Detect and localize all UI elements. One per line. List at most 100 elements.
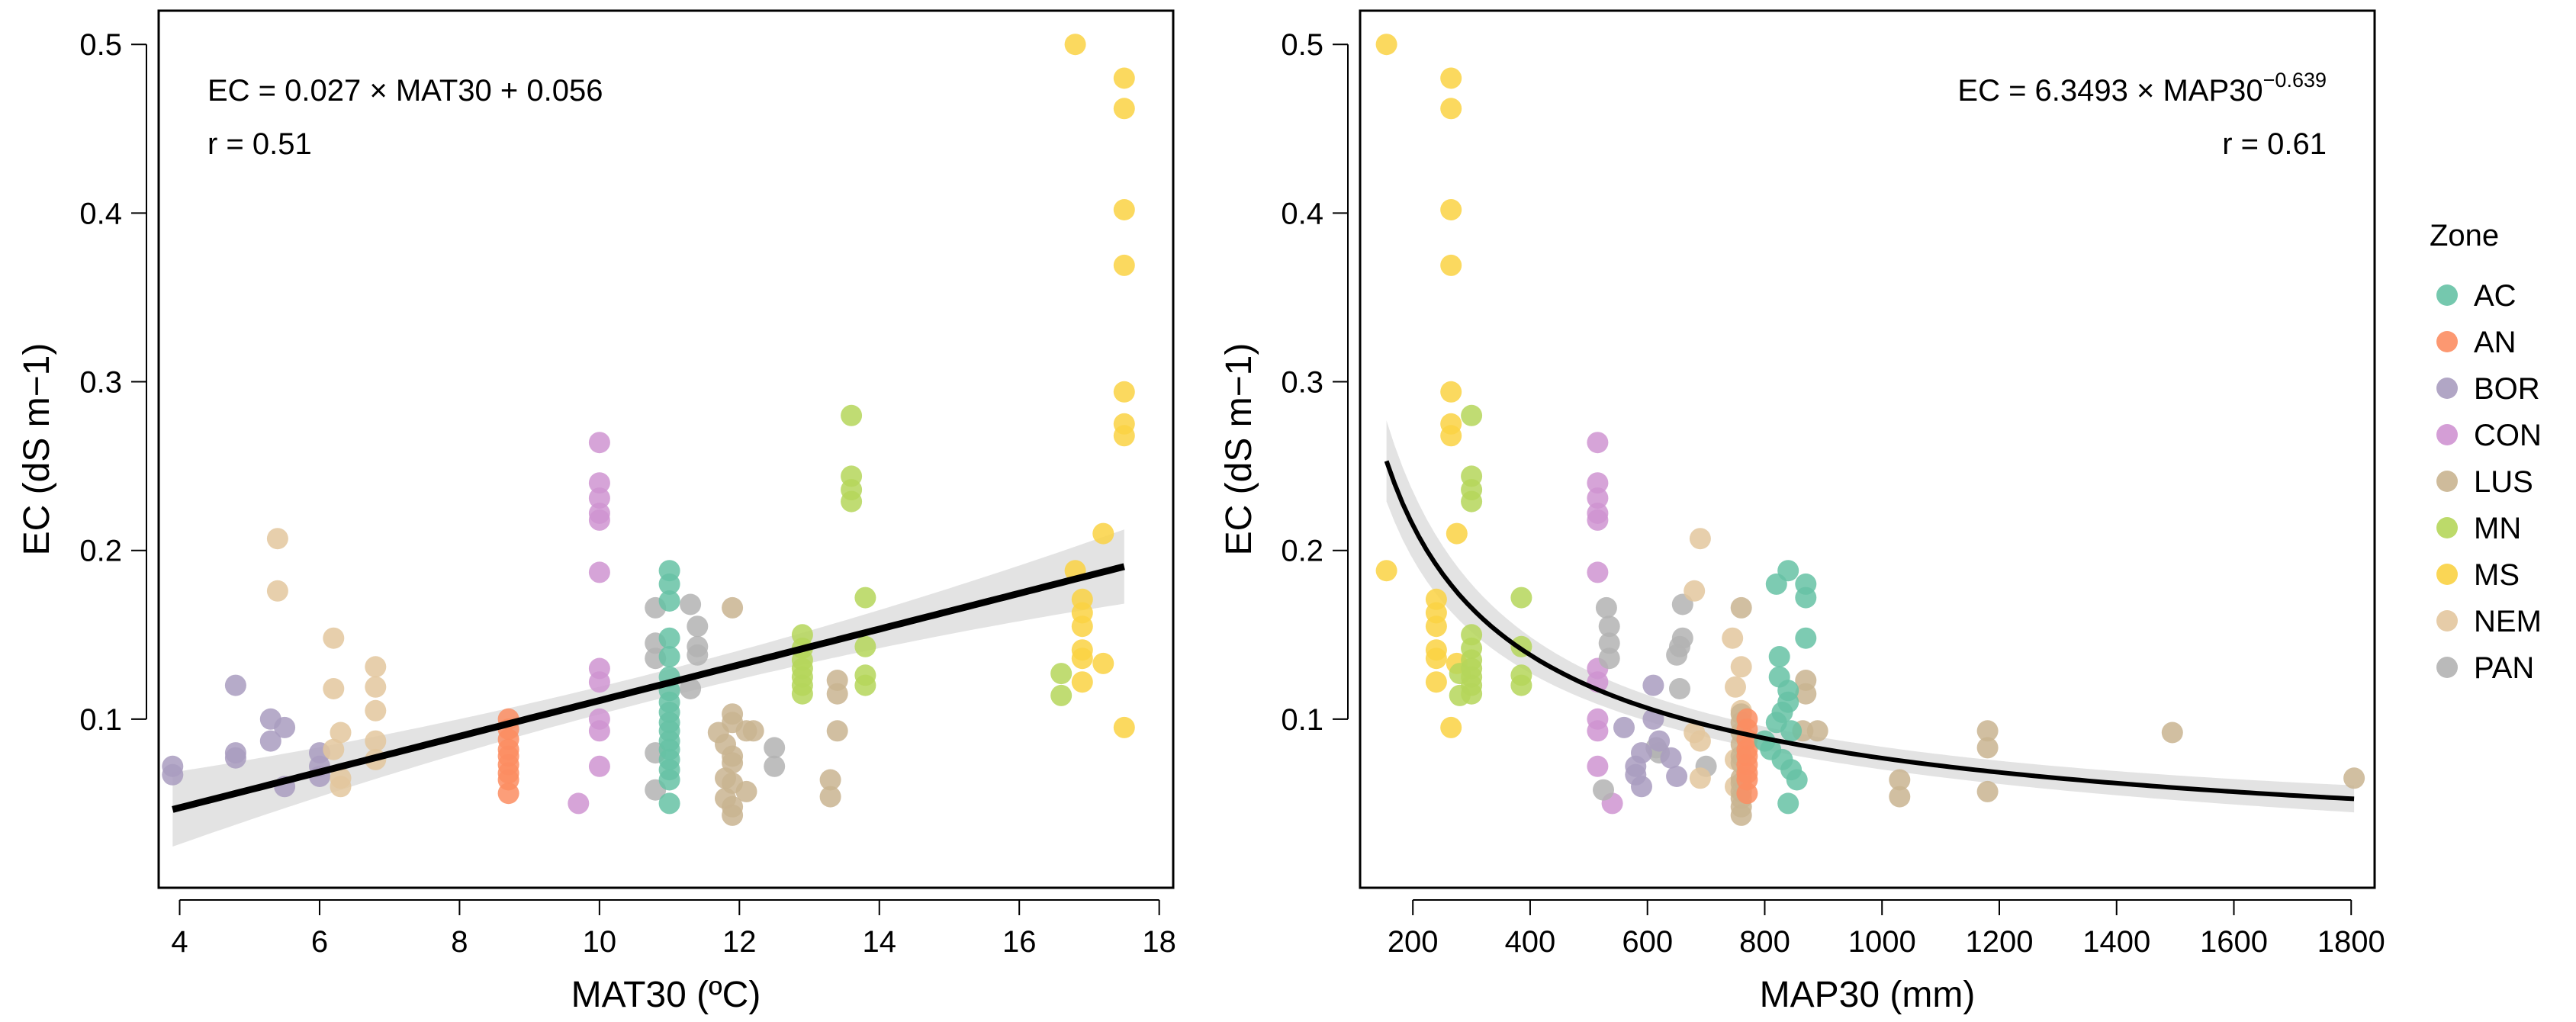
y-tick-label: 0.3 (79, 366, 122, 400)
legend-title: Zone (2430, 219, 2499, 252)
point-ms (1071, 615, 1093, 638)
point-nem (1689, 730, 1711, 752)
point-con (588, 720, 610, 742)
point-ms (1113, 381, 1135, 403)
point-con (1587, 561, 1609, 583)
point-con (588, 472, 610, 494)
point-ms (1440, 381, 1462, 403)
legend-label-an: AN (2474, 326, 2517, 359)
point-con (588, 755, 610, 777)
point-ms (1071, 671, 1093, 693)
point-ac (1780, 720, 1803, 742)
y-axis-title: EC (dS m−1) (17, 343, 57, 556)
legend-swatch-nem (2436, 610, 2458, 632)
x-tick-label: 18 (1142, 925, 1176, 959)
point-con (588, 561, 610, 583)
point-ac (658, 646, 680, 667)
correlation-label: r = 0.61 (2222, 127, 2327, 161)
point-ms (1113, 254, 1135, 276)
point-bor (162, 763, 184, 786)
point-pan (764, 737, 786, 759)
point-nem (330, 776, 352, 798)
point-mn (1050, 663, 1073, 685)
legend-swatch-an (2436, 331, 2458, 352)
point-lus (2161, 722, 2183, 744)
x-tick-label: 16 (1002, 925, 1037, 959)
point-lus (735, 780, 757, 802)
point-nem (330, 722, 352, 744)
point-ms (1071, 648, 1093, 670)
point-nem (365, 656, 387, 678)
point-pan (1666, 644, 1688, 666)
point-nem (365, 730, 387, 752)
point-lus (1976, 780, 1999, 802)
legend-label-pan: PAN (2474, 651, 2534, 685)
point-con (588, 671, 610, 693)
point-pan (687, 644, 709, 666)
point-lus (742, 720, 764, 742)
x-axis-title: MAP30 (mm) (1760, 975, 1976, 1015)
plot-frame (157, 9, 1175, 889)
y-tick-label: 0.1 (79, 703, 122, 737)
point-lus (722, 804, 744, 826)
point-con (588, 509, 610, 531)
y-tick-label: 0.5 (79, 28, 122, 62)
x-axis-title: MAT30 (ºC) (571, 975, 761, 1015)
point-an (1736, 783, 1758, 805)
legend-label-ac: AC (2474, 279, 2517, 313)
x-tick-label: 1400 (2082, 925, 2150, 959)
point-mn (1449, 684, 1471, 706)
point-lus (1730, 804, 1752, 826)
legend-swatch-bor (2436, 378, 2458, 399)
x-tick-label: 10 (583, 925, 617, 959)
point-mn (791, 683, 813, 705)
x-tick-label: 14 (863, 925, 897, 959)
point-mn (841, 404, 863, 426)
point-ms (1092, 652, 1114, 674)
point-con (1587, 487, 1609, 509)
point-pan (680, 593, 702, 615)
point-pan (1598, 615, 1620, 638)
point-con (1587, 720, 1609, 742)
point-nem (323, 627, 345, 649)
point-ms (1425, 615, 1447, 638)
legend-swatch-ac (2436, 284, 2458, 306)
y-axis: 0.1 0.2 0.3 0.4 0.5 (79, 28, 147, 737)
point-mn (1461, 490, 1483, 513)
power-equation-base: EC = 6.3493 × MAP30 (1957, 74, 2262, 108)
point-ms (1440, 199, 1462, 220)
x-tick-label: 12 (722, 925, 757, 959)
point-pan (687, 615, 709, 638)
point-mn (854, 674, 876, 696)
point-ms (1425, 671, 1447, 693)
point-nem (1725, 676, 1746, 698)
point-lus (1889, 769, 1911, 791)
y-tick-label: 0.4 (79, 197, 122, 230)
point-lus (2343, 767, 2365, 789)
regression-line (172, 563, 1125, 813)
x-axis: 200 400 600 800 1000 1200 1400 1600 1800 (1388, 899, 2385, 959)
point-lus (722, 596, 744, 619)
legend-swatch-mn (2436, 517, 2458, 538)
legend-label-nem: NEM (2474, 605, 2542, 638)
point-ac (658, 792, 680, 815)
point-ms (1375, 34, 1397, 56)
legend-swatch-ms (2436, 564, 2458, 585)
point-mn (1510, 587, 1532, 609)
point-lus (826, 720, 848, 742)
y-tick-label: 0.5 (1281, 28, 1323, 62)
point-ms (1113, 199, 1135, 220)
point-ac (658, 627, 680, 649)
point-ac (1786, 769, 1808, 791)
legend-swatch-pan (2436, 657, 2458, 678)
point-lus (1976, 737, 1999, 759)
point-ms (1113, 425, 1135, 447)
linear-fit-line (172, 563, 1125, 813)
x-tick-label: 1600 (2200, 925, 2268, 959)
y-tick-label: 0.2 (79, 535, 122, 568)
x-tick-label: 800 (1739, 925, 1790, 959)
regression-equation: EC = 0.027 × MAT30 + 0.056 (207, 74, 603, 108)
point-nem (1730, 656, 1752, 678)
point-ms (1092, 522, 1114, 545)
